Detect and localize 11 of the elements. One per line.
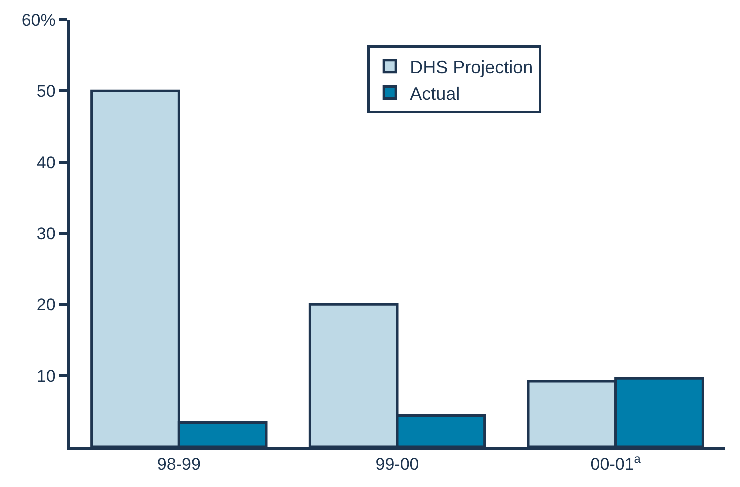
y-tick-label: 30	[36, 224, 56, 244]
x-tick-label: 98-99	[157, 455, 201, 474]
y-tick-label: 50	[36, 82, 56, 102]
y-tick-label: 20	[36, 296, 56, 315]
x-tick-label: 99-00	[376, 455, 420, 474]
y-tick-label: 60%	[22, 10, 56, 30]
y-tick-label: 10	[36, 366, 56, 386]
x-tick-label: 00-01$^{a}$	[590, 452, 642, 474]
legend-label: Actual	[410, 84, 460, 104]
legend-label: DHS Projection	[410, 57, 534, 78]
y-tick-label: 40	[36, 153, 56, 172]
